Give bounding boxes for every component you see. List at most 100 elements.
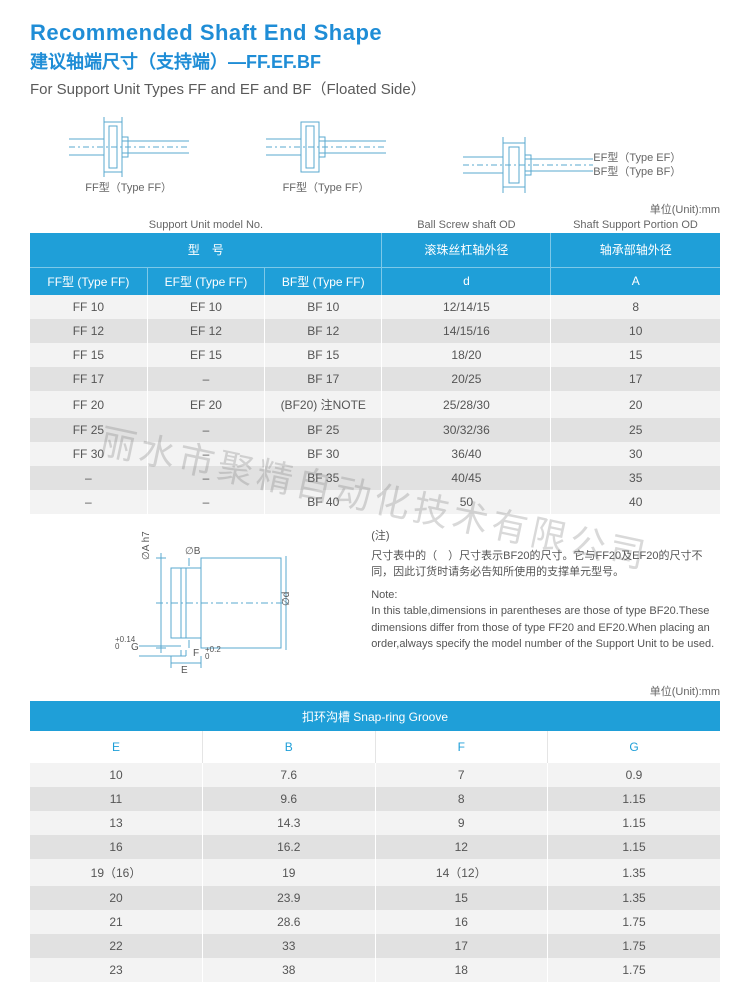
table-cell: – bbox=[147, 418, 264, 442]
table-cell: BF 30 bbox=[265, 442, 382, 466]
table-cell: 50 bbox=[382, 490, 551, 514]
table-cell: 1.15 bbox=[548, 787, 721, 811]
table-cell: – bbox=[30, 466, 147, 490]
table-cell: 7.6 bbox=[203, 763, 376, 787]
table-row: 1616.2121.15 bbox=[30, 835, 720, 859]
t1-h1: 型 号 bbox=[30, 233, 382, 267]
table-cell: 1.75 bbox=[548, 910, 721, 934]
table-cell: BF 15 bbox=[265, 343, 382, 367]
table-cell: FF 15 bbox=[30, 343, 147, 367]
table-cell: 1.75 bbox=[548, 958, 721, 982]
table-cell: 12/14/15 bbox=[382, 295, 551, 319]
subtitle: For Support Unit Types FF and EF and BF（… bbox=[30, 78, 720, 99]
table-cell: 40 bbox=[551, 490, 720, 514]
svg-text:∅d: ∅d bbox=[281, 592, 292, 606]
svg-text:F: F bbox=[193, 648, 199, 659]
table-cell: 23.9 bbox=[203, 886, 376, 910]
table-row: FF 17–BF 1720/2517 bbox=[30, 367, 720, 391]
diagram-row: FF型（Type FF） FF型（Type FF） bbox=[30, 117, 720, 195]
note-en-title: Note: bbox=[371, 587, 720, 604]
t1-sh1: FF型 (Type FF) bbox=[30, 267, 147, 295]
table-cell: 20/25 bbox=[382, 367, 551, 391]
table-cell: 9 bbox=[375, 811, 548, 835]
svg-text:∅A h7: ∅A h7 bbox=[141, 531, 152, 560]
table-cell: 13 bbox=[30, 811, 203, 835]
table-row: 2023.9151.35 bbox=[30, 886, 720, 910]
table-cell: 9.6 bbox=[203, 787, 376, 811]
table-cell: 23 bbox=[30, 958, 203, 982]
table-cell: – bbox=[147, 442, 264, 466]
table-cell: 1.35 bbox=[548, 859, 721, 886]
table-cell: FF 25 bbox=[30, 418, 147, 442]
table-cell: – bbox=[30, 490, 147, 514]
table-cell: BF 12 bbox=[265, 319, 382, 343]
table-cell: (BF20) 注NOTE bbox=[265, 391, 382, 418]
table-cell: 30 bbox=[551, 442, 720, 466]
table-cell: 21 bbox=[30, 910, 203, 934]
table-cell: 20 bbox=[551, 391, 720, 418]
table-cell: 25 bbox=[551, 418, 720, 442]
svg-text:0: 0 bbox=[205, 652, 210, 661]
table-cell: 33 bbox=[203, 934, 376, 958]
table-cell: FF 12 bbox=[30, 319, 147, 343]
table-cell: 18/20 bbox=[382, 343, 551, 367]
table-row: 119.681.15 bbox=[30, 787, 720, 811]
table-cell: 19 bbox=[203, 859, 376, 886]
diagram-label-ff2: FF型（Type FF） bbox=[283, 179, 370, 195]
diagram-ff-1 bbox=[69, 117, 189, 177]
table-cell: BF 35 bbox=[265, 466, 382, 490]
table-row: 107.670.9 bbox=[30, 763, 720, 787]
t1-sh2: EF型 (Type FF) bbox=[147, 267, 264, 295]
t1-sh5: A bbox=[551, 267, 720, 295]
t1-h2: 滚珠丝杠轴外径 bbox=[382, 233, 551, 267]
table-cell: 17 bbox=[551, 367, 720, 391]
note-cn-title: (注) bbox=[371, 528, 720, 545]
col-en-1: Support Unit model No. bbox=[30, 219, 382, 231]
unit-label-1: 单位(Unit):mm bbox=[30, 201, 720, 217]
table-cell: 40/45 bbox=[382, 466, 551, 490]
table-row: FF 25–BF 2530/32/3625 bbox=[30, 418, 720, 442]
svg-text:∅B: ∅B bbox=[185, 546, 201, 557]
table-cell: FF 10 bbox=[30, 295, 147, 319]
table-cell: FF 30 bbox=[30, 442, 147, 466]
table-cell: 12 bbox=[375, 835, 548, 859]
table-cell: 18 bbox=[375, 958, 548, 982]
diagram-label-ef: EF型（Type EF） bbox=[593, 151, 681, 165]
diagram-ef-bf bbox=[463, 135, 593, 195]
t1-sh3: BF型 (Type FF) bbox=[265, 267, 382, 295]
note-cn-body: 尺寸表中的（ ）尺寸表示BF20的尺寸。它与FF20及EF20的尺寸不同，因此订… bbox=[371, 548, 720, 581]
table-cell: 38 bbox=[203, 958, 376, 982]
table-cell: FF 17 bbox=[30, 367, 147, 391]
table-cell: 14/15/16 bbox=[382, 319, 551, 343]
t2-h1: 扣环沟槽 Snap-ring Groove bbox=[30, 701, 720, 731]
t1-h3: 轴承部轴外径 bbox=[551, 233, 720, 267]
dimension-drawing: ∅A h7 ∅B ∅d E F +0.2 0 G +0.14 0 bbox=[81, 528, 311, 673]
table-cell: BF 25 bbox=[265, 418, 382, 442]
table-cell: 11 bbox=[30, 787, 203, 811]
table-model: 型 号 滚珠丝杠轴外径 轴承部轴外径 FF型 (Type FF) EF型 (Ty… bbox=[30, 233, 720, 514]
diagram-ff-2 bbox=[266, 117, 386, 177]
unit-label-2: 单位(Unit):mm bbox=[30, 683, 720, 699]
table-row: 1314.391.15 bbox=[30, 811, 720, 835]
table-cell: 15 bbox=[551, 343, 720, 367]
table-cell: 8 bbox=[551, 295, 720, 319]
table-row: 2128.6161.75 bbox=[30, 910, 720, 934]
table-cell: 8 bbox=[375, 787, 548, 811]
table-cell: 1.15 bbox=[548, 835, 721, 859]
table-cell: EF 15 bbox=[147, 343, 264, 367]
table-cell: 1.75 bbox=[548, 934, 721, 958]
table-cell: 35 bbox=[551, 466, 720, 490]
table-cell: 17 bbox=[375, 934, 548, 958]
table-row: FF 12EF 12BF 1214/15/1610 bbox=[30, 319, 720, 343]
table-cell: BF 10 bbox=[265, 295, 382, 319]
table-cell: 16.2 bbox=[203, 835, 376, 859]
table-cell: 7 bbox=[375, 763, 548, 787]
t2-c4: G bbox=[548, 731, 721, 763]
table-cell: BF 40 bbox=[265, 490, 382, 514]
table-cell: 22 bbox=[30, 934, 203, 958]
table-cell: – bbox=[147, 466, 264, 490]
table-row: 2233171.75 bbox=[30, 934, 720, 958]
table-cell: 14（12） bbox=[375, 859, 548, 886]
table-cell: 28.6 bbox=[203, 910, 376, 934]
table-cell: 14.3 bbox=[203, 811, 376, 835]
